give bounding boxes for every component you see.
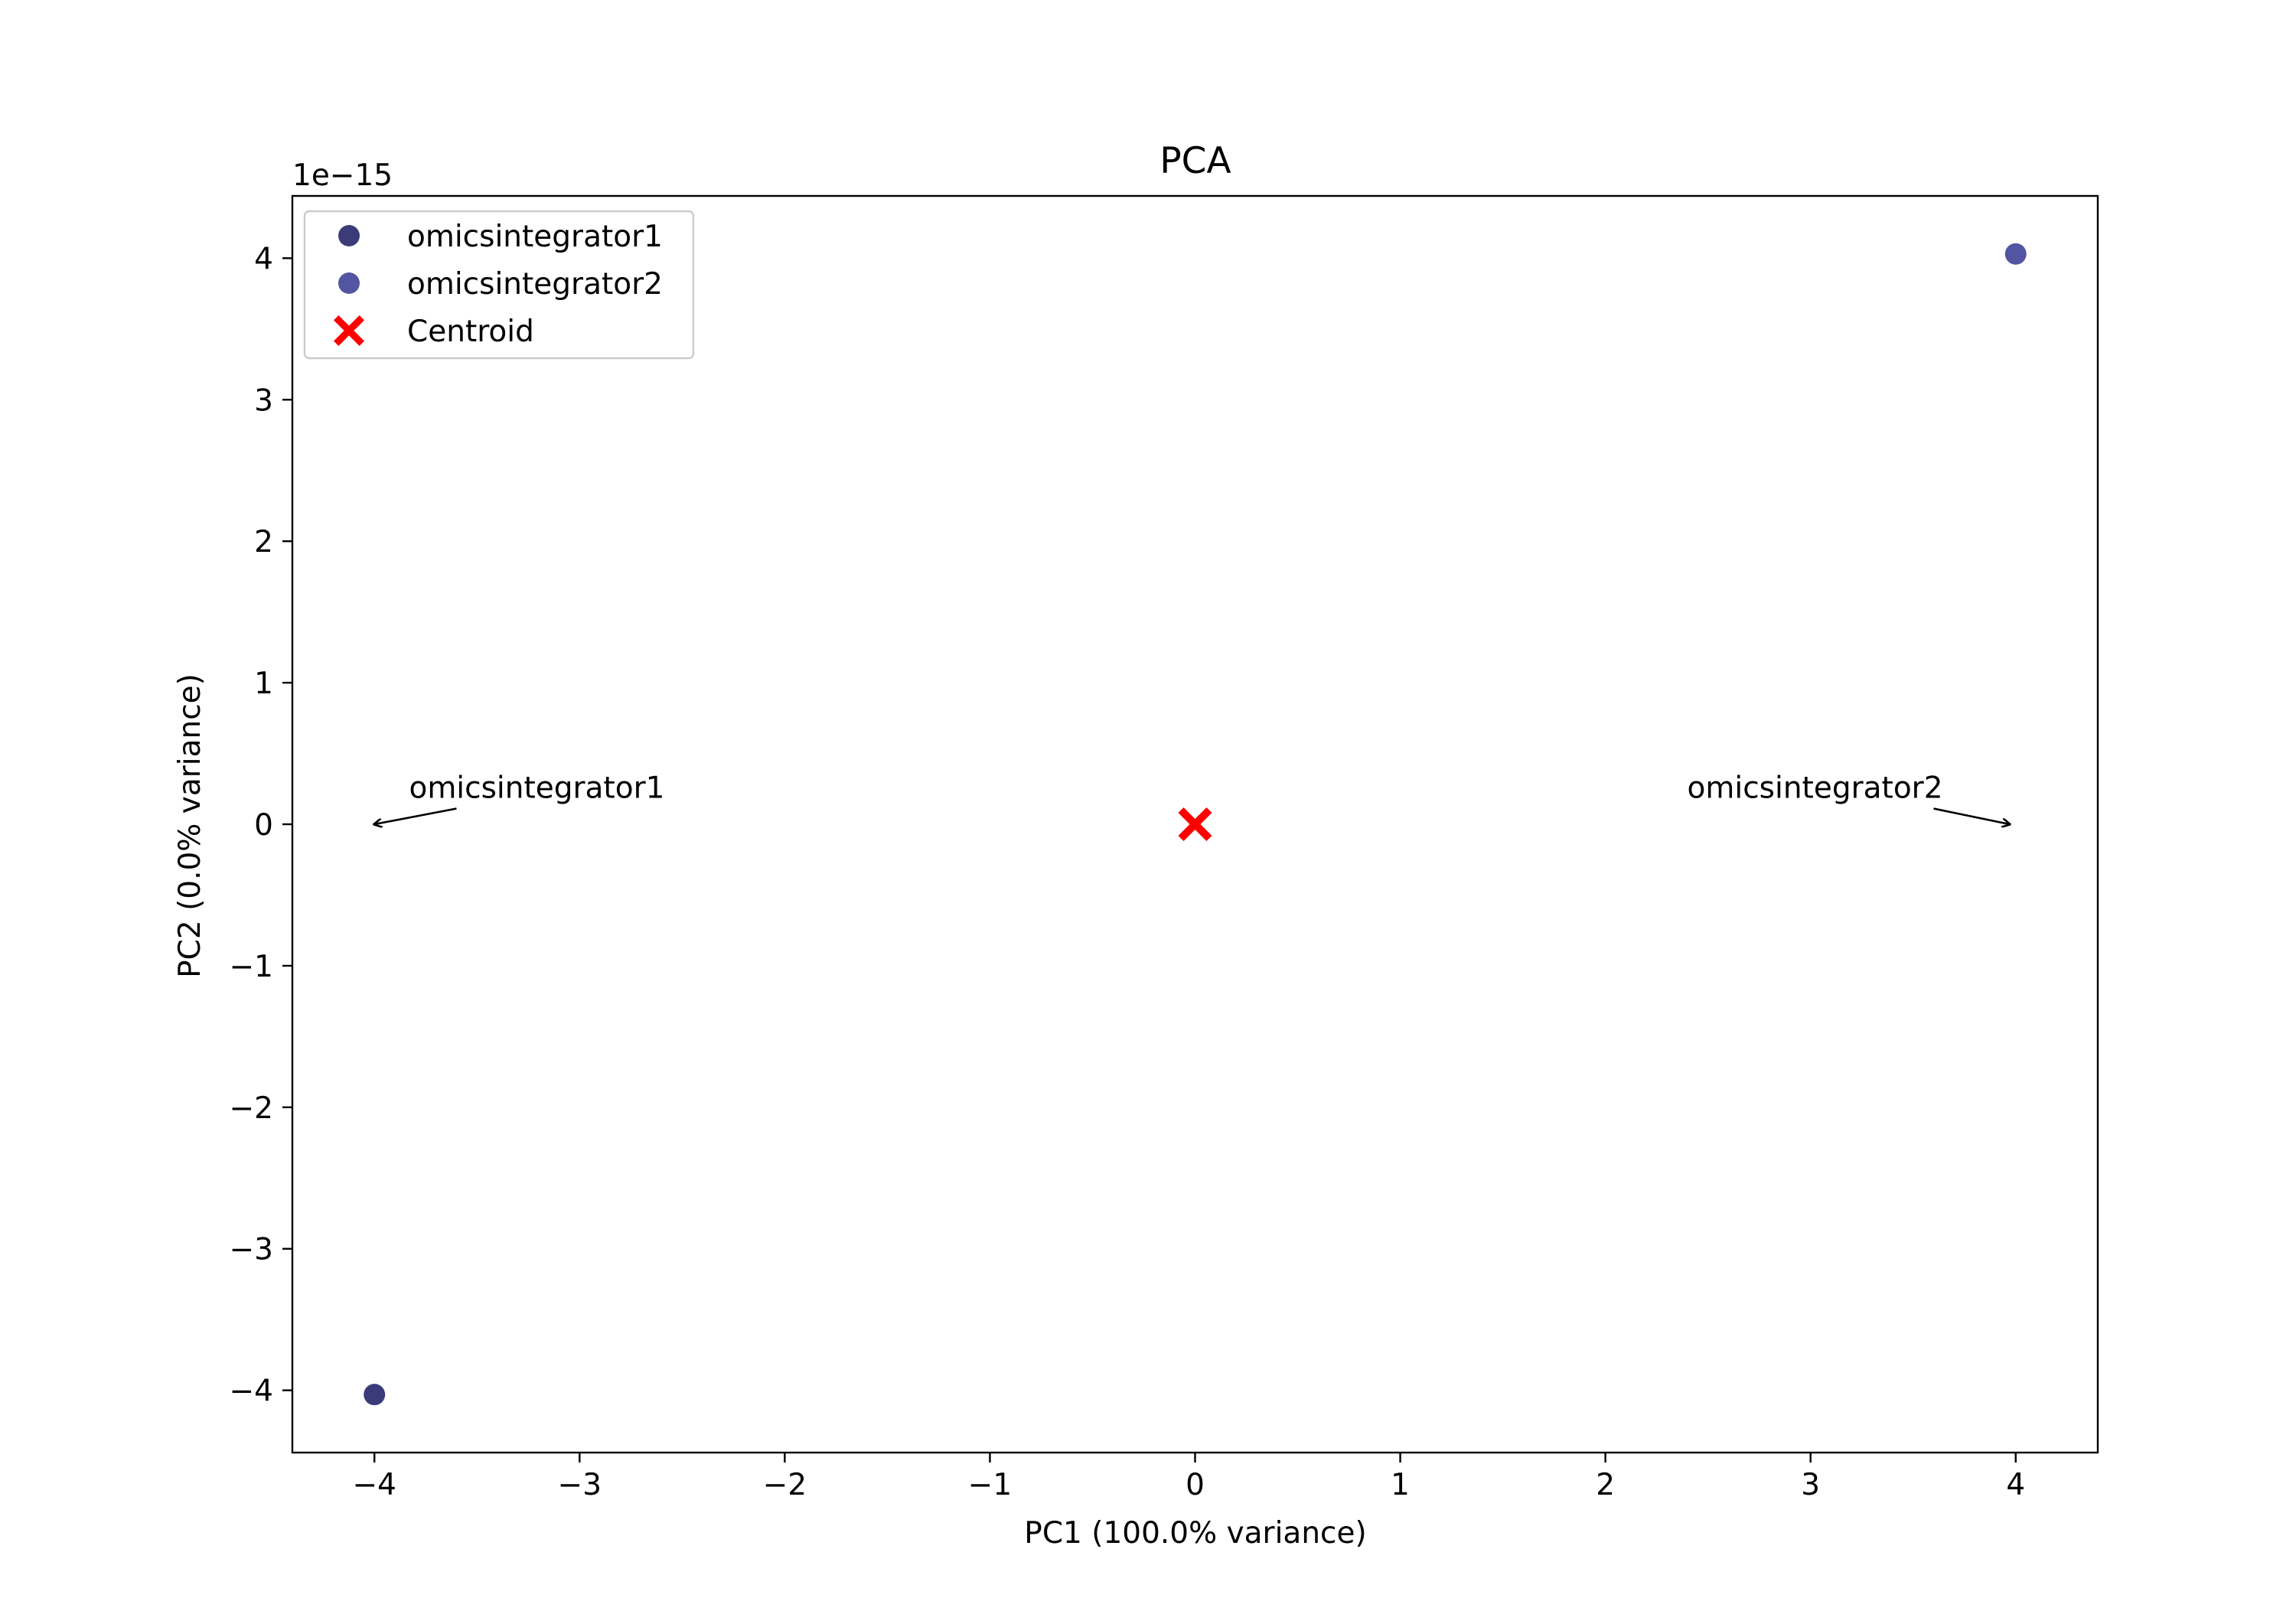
y-tick-label: −3 bbox=[230, 1233, 274, 1267]
x-tick-label: −4 bbox=[352, 1468, 396, 1502]
legend-marker-centroid bbox=[334, 315, 364, 346]
data-point-omicsintegrator2 bbox=[2004, 243, 2027, 265]
x-tick-label: −2 bbox=[763, 1468, 807, 1502]
annotation-arrow bbox=[1933, 807, 2010, 824]
x-tick-label: 4 bbox=[2006, 1468, 2025, 1502]
legend-label: Centroid bbox=[407, 315, 534, 349]
y-tick-label: 2 bbox=[254, 525, 273, 559]
x-tick-label: 2 bbox=[1596, 1468, 1615, 1502]
annotation-label: omicsintegrator1 bbox=[409, 771, 664, 806]
x-tick-label: 1 bbox=[1391, 1468, 1410, 1502]
legend-label: omicsintegrator2 bbox=[407, 267, 663, 302]
y-offset-label: 1e−15 bbox=[292, 158, 393, 193]
plot-area: −4 −3 −2 −1 0 1 2 3 4 −4 −3 −2 −1 0 1 2 3 4 omicsintegrato… bbox=[230, 194, 2099, 1502]
centroid-marker bbox=[1178, 807, 1212, 841]
legend-label: omicsintegrator1 bbox=[407, 220, 663, 254]
x-tick-label: −1 bbox=[968, 1468, 1013, 1502]
legend-marker-omicsintegrator1 bbox=[338, 225, 360, 246]
data-point-omicsintegrator1 bbox=[364, 1384, 386, 1406]
legend-marker-omicsintegrator2 bbox=[338, 272, 360, 294]
y-axis-label: PC2 (0.0% variance) bbox=[173, 673, 207, 978]
y-tick-label: 3 bbox=[254, 383, 273, 418]
y-tick-label: −4 bbox=[230, 1375, 274, 1409]
y-tick-label: −2 bbox=[230, 1091, 274, 1126]
y-tick-label: −1 bbox=[230, 950, 274, 984]
x-tick-label: −3 bbox=[558, 1468, 602, 1502]
x-tick-label: 0 bbox=[1186, 1468, 1205, 1502]
y-tick-label: 0 bbox=[254, 808, 273, 843]
y-tick-label: 4 bbox=[254, 242, 273, 276]
annotation-arrow bbox=[374, 807, 457, 824]
annotation-label: omicsintegrator2 bbox=[1688, 771, 1943, 806]
x-axis-label: PC1 (100.0% variance) bbox=[1024, 1516, 1366, 1551]
chart-title: PCA bbox=[1159, 140, 1231, 182]
legend: omicsintegrator1 omicsintegrator2 Centroid bbox=[303, 210, 695, 360]
legend-box bbox=[303, 210, 695, 360]
x-tick-label: 3 bbox=[1801, 1468, 1820, 1502]
y-tick-label: 1 bbox=[254, 667, 273, 701]
